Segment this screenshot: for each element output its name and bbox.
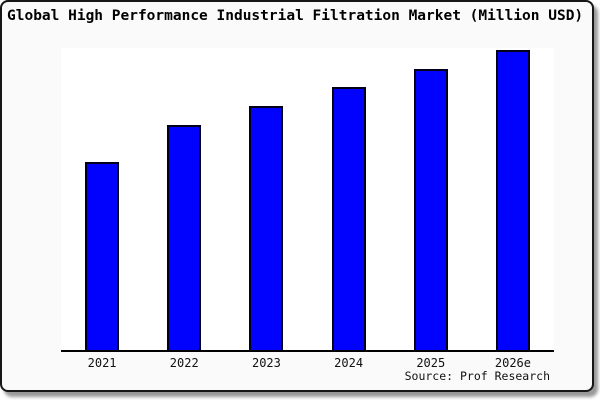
bar-column [61,48,143,350]
bar-column [143,48,225,350]
chart-frame: Global High Performance Industrial Filtr… [0,0,594,392]
x-tick-label-2022: 2022 [169,356,199,370]
plot-area [61,48,554,352]
bar-column [472,48,554,350]
bar-column [308,48,390,350]
bar-column [390,48,472,350]
bar-2024 [331,87,366,350]
x-tick-label-2026e: 2026e [494,356,531,370]
bar-2026e [495,50,530,350]
bar-2023 [249,106,284,350]
x-tick-label-2023: 2023 [251,356,281,370]
x-tick-label-2025: 2025 [416,356,446,370]
chart-title: Global High Performance Industrial Filtr… [7,8,584,24]
bar-2025 [413,69,448,350]
x-tick-label-2024: 2024 [334,356,364,370]
x-axis-labels: 2021 2022 2023 2024 2025 2026e [61,356,554,370]
bar-2021 [85,162,120,350]
bar-2022 [167,125,202,350]
x-tick-label-2021: 2021 [87,356,117,370]
bar-column [225,48,307,350]
source-note: Source: Prof Research [404,369,550,383]
